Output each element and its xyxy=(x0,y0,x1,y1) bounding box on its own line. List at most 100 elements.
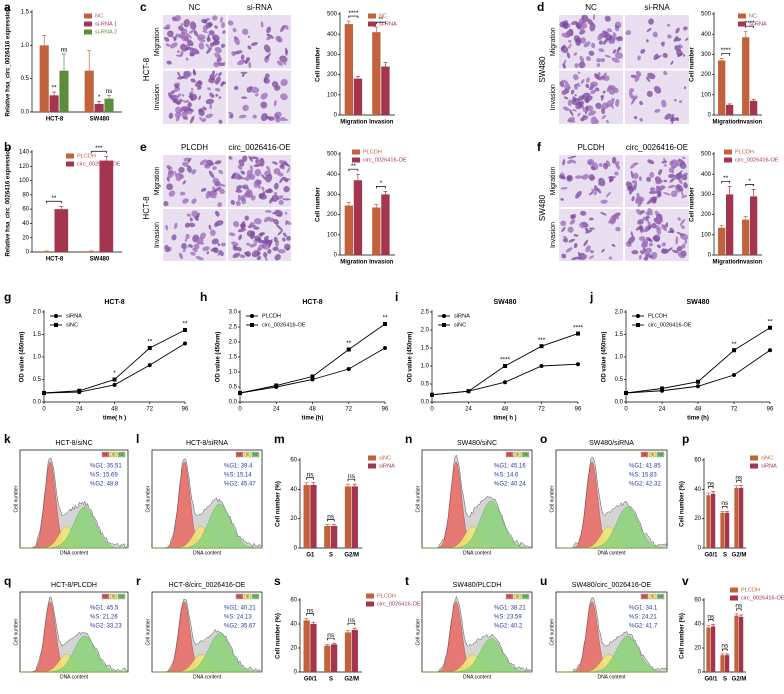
y-tick-label: 1.5 xyxy=(33,332,42,338)
cell xyxy=(596,58,602,63)
cell xyxy=(608,84,616,91)
cell xyxy=(180,106,186,111)
cell xyxy=(251,250,260,258)
cell xyxy=(232,245,238,251)
legend-swatch xyxy=(84,21,92,27)
marker xyxy=(696,379,700,384)
phase-stat: %G1: 38.21 xyxy=(494,606,526,612)
phase-swatch xyxy=(235,593,244,600)
cell xyxy=(275,35,283,43)
cell xyxy=(261,186,265,191)
panel-label: i xyxy=(395,290,398,304)
cell xyxy=(244,252,250,257)
phase-label: G1 xyxy=(642,453,647,457)
cell xyxy=(567,99,573,107)
phase-stat: %G1: 40.21 xyxy=(224,606,256,612)
x-tick-label: 48 xyxy=(502,407,509,413)
cell xyxy=(234,36,238,41)
cell xyxy=(574,94,577,97)
cell xyxy=(663,70,668,76)
cell xyxy=(267,248,272,254)
micrograph-image xyxy=(625,70,689,125)
cell xyxy=(656,244,661,249)
phase-label: G1 xyxy=(237,453,242,457)
cell xyxy=(263,216,271,223)
legend-label: circ_0026416-OE xyxy=(77,161,121,167)
micrograph-image xyxy=(228,70,291,124)
cell xyxy=(675,236,679,245)
cell xyxy=(173,222,178,229)
x-tick-label: S xyxy=(329,677,333,683)
cell xyxy=(198,95,201,100)
phase-swatch xyxy=(521,593,530,600)
cell xyxy=(572,109,577,112)
phase-stat: %G1: 39.4 xyxy=(224,464,253,470)
cell xyxy=(197,86,202,90)
y-tick-label: 0 xyxy=(708,253,712,259)
x-axis-label: DNA content xyxy=(60,674,89,680)
significance-bracket xyxy=(348,168,359,172)
cell xyxy=(218,119,223,124)
series-line xyxy=(239,323,386,394)
significance-bracket xyxy=(736,608,742,611)
cell xyxy=(661,185,665,190)
cell xyxy=(189,21,197,31)
cell xyxy=(666,23,671,27)
g2-peak xyxy=(20,635,129,673)
cell xyxy=(567,226,574,233)
cell xyxy=(632,172,639,180)
y-axis-label: Cell number xyxy=(549,485,555,512)
bar xyxy=(39,45,49,113)
y-tick-label: 200 xyxy=(327,212,338,218)
cell xyxy=(274,210,282,215)
bar xyxy=(381,194,390,255)
y-tick-label: 1.5 xyxy=(421,346,430,352)
cell xyxy=(188,222,196,228)
bar xyxy=(84,251,99,252)
cell xyxy=(570,89,575,95)
legend-swatch xyxy=(724,157,732,163)
cell xyxy=(202,246,210,252)
cell xyxy=(630,74,637,79)
y-tick-label: 500 xyxy=(327,152,338,158)
cell xyxy=(614,26,619,32)
cell xyxy=(286,247,290,251)
cell xyxy=(239,254,246,259)
cell xyxy=(222,30,226,34)
cell-line-label: SW480 xyxy=(538,56,547,83)
micrograph-image xyxy=(558,155,623,207)
cell xyxy=(589,22,596,32)
cell xyxy=(214,76,221,85)
cell xyxy=(266,165,271,172)
cell xyxy=(241,197,247,205)
cell xyxy=(678,252,686,259)
cell xyxy=(683,182,688,189)
y-axis-label: Cell number xyxy=(316,47,322,82)
legend-swatch xyxy=(730,587,738,593)
micrograph-image xyxy=(625,208,689,261)
panel-label: k xyxy=(4,432,11,446)
cell xyxy=(648,242,653,247)
cell xyxy=(666,247,673,252)
cell xyxy=(611,98,615,101)
cell xyxy=(262,191,266,195)
cell xyxy=(184,35,189,41)
significance-label: ns xyxy=(307,607,315,614)
cell xyxy=(187,157,192,164)
cell xyxy=(633,179,638,186)
cell xyxy=(273,111,282,119)
cell xyxy=(246,189,254,198)
phase-stat: %G2: 42.32 xyxy=(629,482,661,488)
cell xyxy=(180,43,185,48)
cell xyxy=(218,169,224,175)
significance-label: ns xyxy=(735,474,743,481)
cell xyxy=(241,155,248,162)
legend-swatch xyxy=(66,153,74,159)
cell xyxy=(593,191,597,196)
micrograph-image xyxy=(163,15,226,69)
x-tick-label: G0/1 xyxy=(704,553,718,559)
bar xyxy=(49,95,59,112)
phase-swatch xyxy=(117,451,126,458)
cell xyxy=(681,174,688,181)
